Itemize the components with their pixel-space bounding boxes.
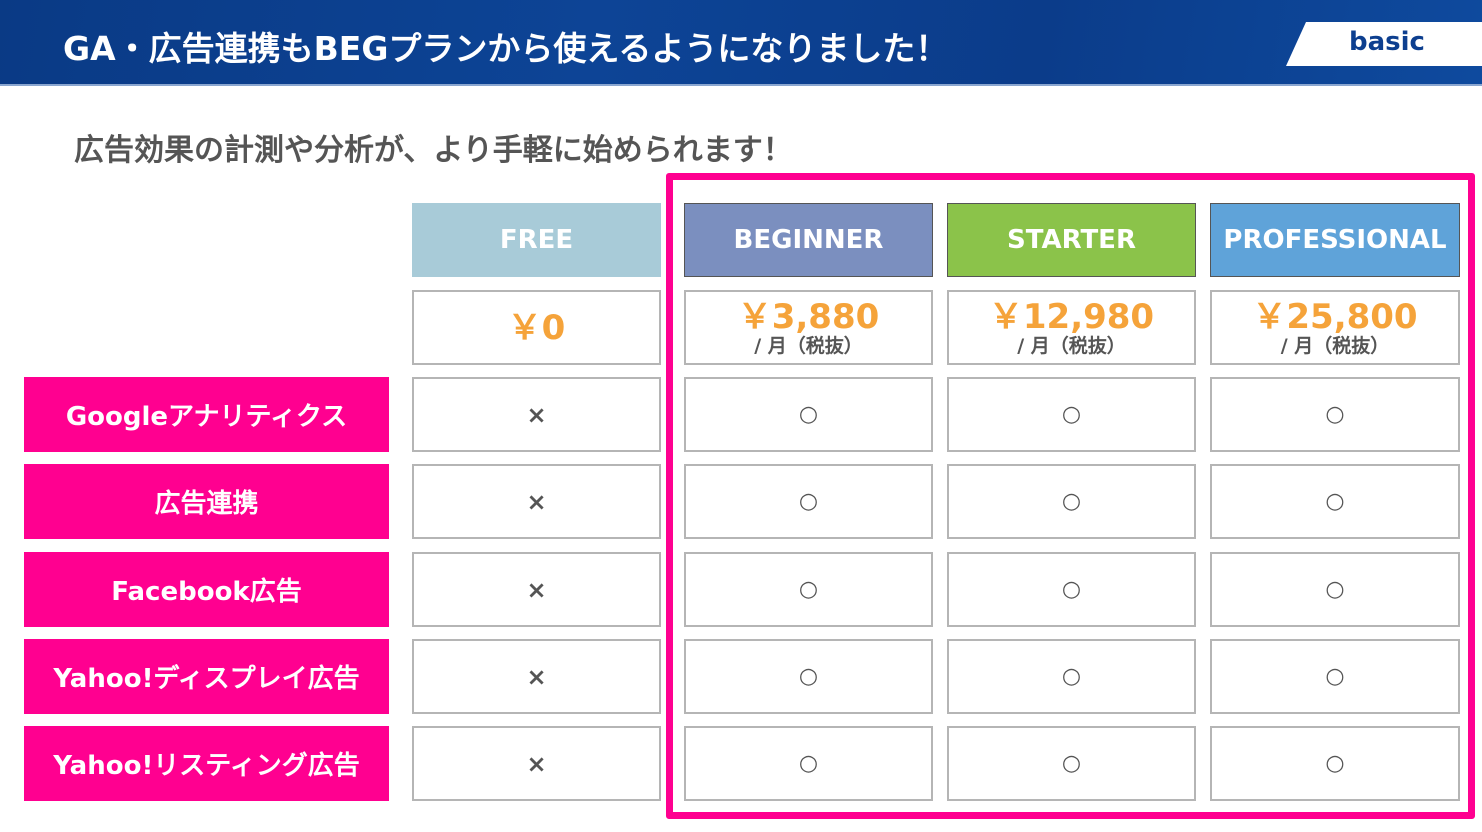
price: ￥12,980 (988, 296, 1155, 337)
basic-badge: basic (1286, 22, 1482, 66)
circle-icon: ○ (1325, 577, 1345, 602)
price: ￥3,880 (737, 296, 880, 337)
plan-header-professional: PROFESSIONAL (1210, 203, 1460, 277)
cross-icon: × (526, 749, 547, 778)
price-unit: / 月（税抜） (1017, 334, 1126, 357)
badge-label: basic (1349, 27, 1425, 57)
feature-cell: ○ (1210, 377, 1460, 452)
plan-header-free: FREE (412, 203, 661, 277)
cross-icon: × (526, 575, 547, 604)
feature-cell: × (412, 377, 661, 452)
circle-icon: ○ (1061, 577, 1082, 602)
circle-icon: ○ (798, 577, 819, 602)
feature-cell: × (412, 464, 661, 539)
feature-cell: ○ (947, 377, 1196, 452)
price-unit: / 月（税抜） (1280, 334, 1390, 357)
feature-cell: ○ (1210, 639, 1460, 714)
price-unit: / 月（税抜） (754, 334, 863, 357)
cross-icon: × (526, 487, 547, 516)
price-cell: ￥3,880/ 月（税抜） (684, 290, 933, 365)
plan-header-beginner: BEGINNER (684, 203, 933, 277)
feature-cell: ○ (947, 726, 1196, 801)
feature-label: Facebook広告 (24, 552, 389, 627)
feature-cell: ○ (947, 552, 1196, 627)
feature-cell: ○ (1210, 552, 1460, 627)
feature-label: Yahoo!リスティング広告 (24, 726, 389, 801)
circle-icon: ○ (798, 751, 819, 776)
circle-icon: ○ (1061, 489, 1082, 514)
feature-cell: ○ (1210, 464, 1460, 539)
feature-cell: × (412, 552, 661, 627)
page-title: GA・広告連携もBEGプランから使えるようになりました！ (63, 29, 949, 68)
feature-cell: ○ (684, 377, 933, 452)
cross-icon: × (526, 400, 547, 429)
circle-icon: ○ (1325, 489, 1345, 514)
plan-header-starter: STARTER (947, 203, 1196, 277)
title-banner: GA・広告連携もBEGプランから使えるようになりました！ basic (0, 0, 1482, 86)
feature-cell: × (412, 639, 661, 714)
feature-label: Googleアナリティクス (24, 377, 389, 452)
feature-cell: ○ (947, 639, 1196, 714)
circle-icon: ○ (1325, 751, 1345, 776)
feature-cell: ○ (684, 552, 933, 627)
circle-icon: ○ (1325, 664, 1345, 689)
feature-cell: ○ (684, 464, 933, 539)
feature-cell: ○ (1210, 726, 1460, 801)
subtitle: 広告効果の計測や分析が、より手軽に始められます！ (74, 133, 793, 168)
price: ￥0 (507, 307, 566, 348)
circle-icon: ○ (1061, 664, 1082, 689)
feature-label: 広告連携 (24, 464, 389, 539)
feature-cell: ○ (947, 464, 1196, 539)
circle-icon: ○ (1061, 751, 1082, 776)
circle-icon: ○ (1325, 402, 1345, 427)
price-cell: ￥0 (412, 290, 661, 365)
price-cell: ￥12,980/ 月（税抜） (947, 290, 1196, 365)
circle-icon: ○ (798, 402, 819, 427)
circle-icon: ○ (798, 489, 819, 514)
circle-icon: ○ (1061, 402, 1082, 427)
cross-icon: × (526, 662, 547, 691)
feature-label: Yahoo!ディスプレイ広告 (24, 639, 389, 714)
feature-cell: × (412, 726, 661, 801)
paid-plans-highlight (666, 173, 1475, 819)
price-cell: ￥25,800/ 月（税抜） (1210, 290, 1460, 365)
feature-cell: ○ (684, 726, 933, 801)
price: ￥25,800 (1252, 296, 1418, 337)
circle-icon: ○ (798, 664, 819, 689)
feature-cell: ○ (684, 639, 933, 714)
